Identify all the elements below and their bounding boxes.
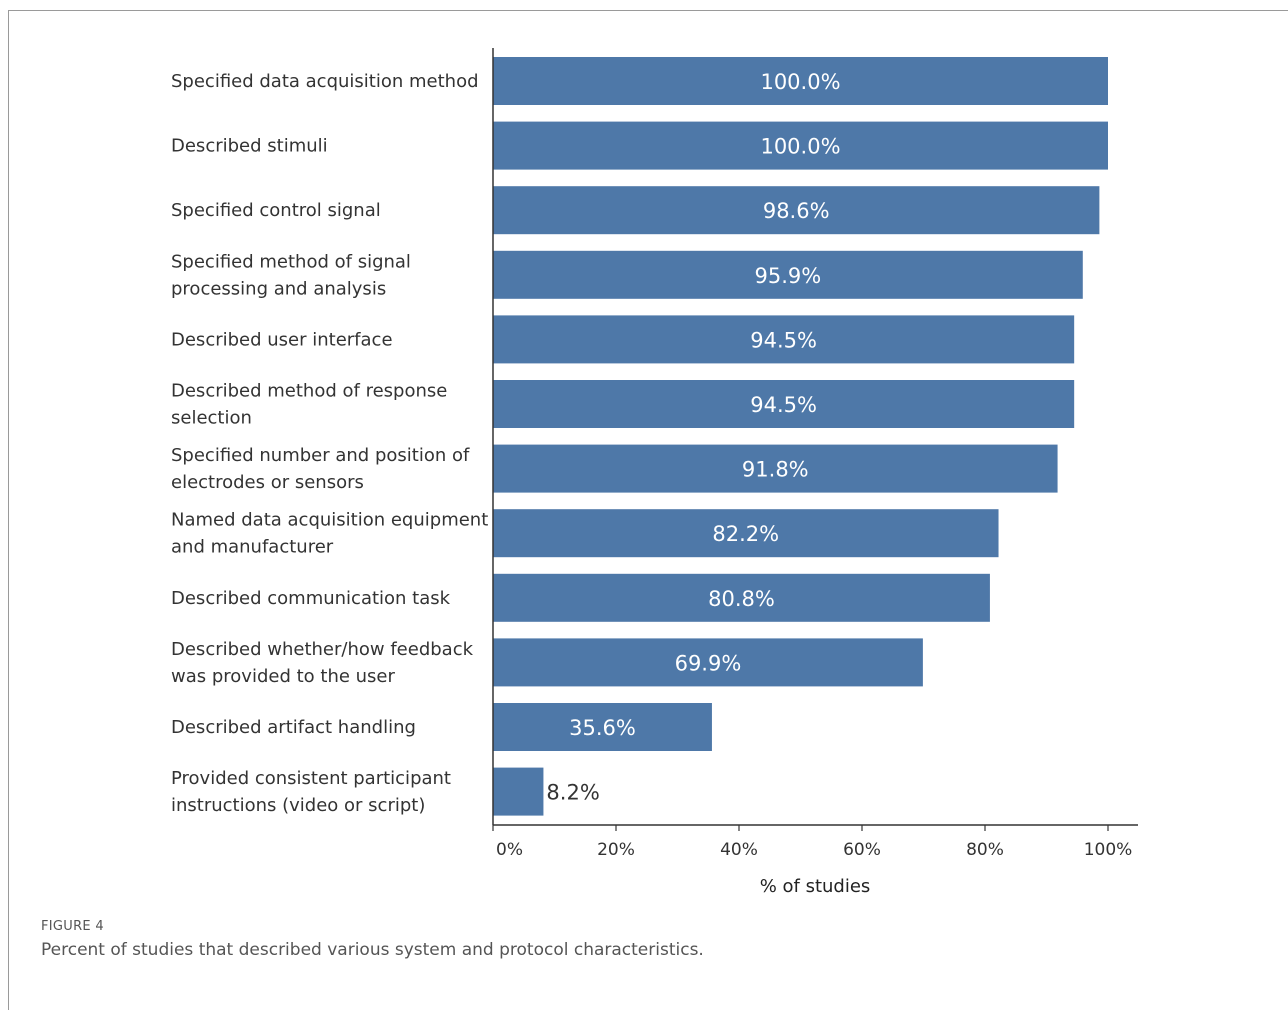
bar bbox=[493, 186, 1100, 235]
x-axis-title: % of studies bbox=[760, 876, 871, 897]
category-label-line: Described artifact handling bbox=[171, 717, 416, 738]
category-label: Described user interface bbox=[171, 329, 393, 350]
bar bbox=[493, 380, 1075, 428]
value-label: 69.9% bbox=[675, 651, 742, 675]
bar bbox=[493, 121, 1108, 170]
value-label: 98.6% bbox=[763, 199, 830, 223]
category-label-line: Named data acquisition equipment bbox=[171, 510, 488, 531]
value-label: 35.6% bbox=[569, 716, 636, 740]
bar bbox=[493, 250, 1083, 299]
value-label: 82.2% bbox=[712, 522, 779, 546]
figure-caption: Percent of studies that described variou… bbox=[41, 940, 704, 960]
x-tick-label: 0% bbox=[496, 840, 523, 860]
category-label-line: Specified number and position of bbox=[171, 445, 470, 466]
value-label: 95.9% bbox=[755, 264, 822, 288]
value-label: 94.5% bbox=[750, 328, 817, 352]
value-labels-group: 100.0% 100.0% 98.6% 95.9% 94.5% 94.5% 91.8% 82.… bbox=[546, 70, 840, 805]
category-label-line: and manufacturer bbox=[171, 537, 334, 558]
category-label-line: Described communication task bbox=[171, 588, 451, 609]
category-label-line: Specified method of signal bbox=[171, 251, 411, 272]
bar bbox=[493, 573, 990, 622]
category-labels-group: Specified data acquisition method Describ… bbox=[171, 71, 488, 816]
bar bbox=[493, 509, 999, 558]
x-ticks-group: 0% 20% 40% 60% 80% 100% bbox=[492, 825, 1133, 860]
value-label: 100.0% bbox=[760, 135, 840, 159]
category-label-line: Described whether/how feedback bbox=[171, 639, 474, 660]
category-label: Described whether/how feedback was provid… bbox=[171, 639, 474, 687]
category-label: Provided consistent participant instructi… bbox=[171, 768, 451, 816]
bar bbox=[493, 703, 712, 751]
x-tick-label: 40% bbox=[720, 840, 758, 860]
value-label: 8.2% bbox=[546, 781, 599, 805]
category-label: Described communication task bbox=[171, 588, 451, 609]
category-label-line: Described stimuli bbox=[171, 136, 328, 157]
x-tick-label: 80% bbox=[966, 840, 1004, 860]
x-tick-label: 100% bbox=[1084, 840, 1133, 860]
category-label: Described stimuli bbox=[171, 136, 328, 157]
category-label: Described artifact handling bbox=[171, 717, 416, 738]
figure-frame bbox=[8, 10, 1288, 1010]
bar bbox=[493, 767, 544, 816]
bar bbox=[493, 638, 923, 687]
category-label: Specified method of signal processing and… bbox=[171, 251, 411, 299]
bar-chart: Specified data acquisition method Describ… bbox=[171, 48, 1138, 897]
category-label-line: Specified control signal bbox=[171, 200, 381, 221]
bar bbox=[493, 444, 1058, 493]
category-label-line: was provided to the user bbox=[171, 666, 396, 687]
x-tick-label: 20% bbox=[597, 840, 635, 860]
x-tick-label: 60% bbox=[843, 840, 881, 860]
category-label-line: Described user interface bbox=[171, 329, 393, 350]
bar bbox=[493, 57, 1108, 105]
category-label: Specified control signal bbox=[171, 200, 381, 221]
category-label-line: electrodes or sensors bbox=[171, 472, 364, 493]
value-label: 80.8% bbox=[708, 587, 775, 611]
category-label: Named data acquisition equipment and manu… bbox=[171, 510, 488, 558]
value-label: 100.0% bbox=[760, 70, 840, 94]
category-label: Specified number and position of electrod… bbox=[171, 445, 470, 493]
bar bbox=[493, 315, 1075, 364]
category-label-line: selection bbox=[171, 408, 252, 429]
bars-group bbox=[493, 57, 1108, 816]
figure-label: FIGURE 4 bbox=[41, 919, 104, 934]
category-label: Specified data acquisition method bbox=[171, 71, 479, 92]
category-label-line: instructions (video or script) bbox=[171, 795, 425, 816]
category-label-line: processing and analysis bbox=[171, 278, 386, 299]
value-label: 94.5% bbox=[750, 393, 817, 417]
category-label-line: Specified data acquisition method bbox=[171, 71, 479, 92]
category-label-line: Provided consistent participant bbox=[171, 768, 451, 789]
category-label: Described method of response selection bbox=[171, 381, 447, 429]
value-label: 91.8% bbox=[742, 458, 809, 482]
category-label-line: Described method of response bbox=[171, 381, 447, 402]
